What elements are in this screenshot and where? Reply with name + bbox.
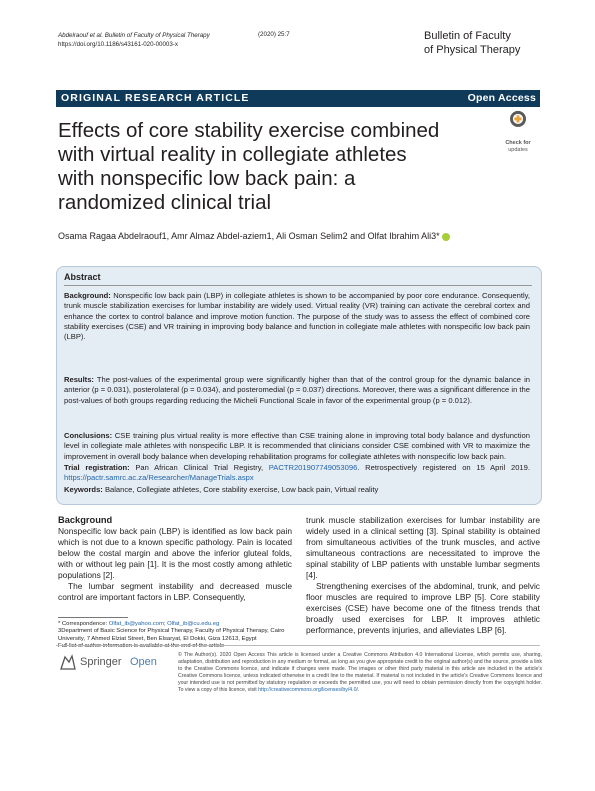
author-info-note: Full list of author information is avail… xyxy=(58,642,225,649)
abstract-results-label: Results: xyxy=(64,375,94,384)
author-list: Osama Ragaa Abdelraouf1, Amr Almaz Abdel… xyxy=(58,231,450,241)
article-title: Effects of core stability exercise combi… xyxy=(58,119,478,215)
correspondence-label: * Correspondence: xyxy=(58,621,108,627)
volume-text: (2020) 25:7 xyxy=(258,31,290,38)
body-paragraph: Nonspecific low back pain (LBP) is ident… xyxy=(58,526,292,580)
affiliation-text: 3Department of Basic Science for Physica… xyxy=(58,628,285,642)
abstract-background: Background: Nonspecific low back pain (L… xyxy=(64,291,530,342)
abstract-conclusions-label: Conclusions: xyxy=(64,431,113,440)
journal-name-line1: Bulletin of Faculty xyxy=(424,30,511,42)
check-for-updates-label[interactable]: Check for updates xyxy=(494,140,542,153)
crossmark-icon[interactable] xyxy=(496,108,540,140)
abstract-divider xyxy=(64,285,532,286)
authors-text: Osama Ragaa Abdelraouf1, Amr Almaz Abdel… xyxy=(58,231,440,241)
abstract-results-text: The post-values of the experimental grou… xyxy=(64,375,530,405)
keywords-label: Keywords: xyxy=(64,485,103,494)
journal-name-line2: of Physical Therapy xyxy=(424,44,521,56)
springer-horse-icon xyxy=(60,654,76,670)
check-updates-line2: updates xyxy=(508,146,528,153)
abstract-heading: Abstract xyxy=(64,272,101,282)
body-paragraph: trunk muscle stabilization exercises for… xyxy=(306,515,540,580)
doi-link[interactable]: https://doi.org/10.1186/s43161-020-00003… xyxy=(58,41,178,48)
article-type-banner: ORIGINAL RESEARCH ARTICLE Open Access xyxy=(56,90,540,107)
body-right-column: trunk muscle stabilization exercises for… xyxy=(306,515,540,636)
title-line: with nonspecific low back pain: a xyxy=(58,167,356,190)
keywords-text: Balance, Collegiate athletes, Core stabi… xyxy=(104,485,379,494)
license-text: © The Author(s). 2020 Open Access This a… xyxy=(178,652,542,693)
body-paragraph: Strengthening exercises of the abdominal… xyxy=(306,581,540,635)
abstract-conclusions: Conclusions: CSE training plus virtual r… xyxy=(64,431,530,462)
footnote-divider xyxy=(58,617,128,618)
background-heading: Background xyxy=(58,515,113,525)
trial-registration-label: Trial registration: xyxy=(64,463,130,472)
citation-text: Abdelraouf et al. Bulletin of Faculty of… xyxy=(58,32,210,39)
title-line: Effects of core stability exercise combi… xyxy=(58,119,440,142)
abstract-keywords: Keywords: Balance, Collegiate athletes, … xyxy=(64,485,530,495)
abstract-conclusions-text: CSE training plus virtual reality is mor… xyxy=(64,431,530,461)
springer-open-logo: Springer Open xyxy=(58,653,168,673)
trial-registration-text: Pan African Clinical Trial Registry, xyxy=(135,463,264,472)
bottom-divider xyxy=(56,645,540,646)
trial-registration-date: . Retrospectively registered on 15 April… xyxy=(357,463,530,472)
journal-name: Bulletin of Faculty of Physical Therapy xyxy=(424,29,520,57)
title-line: randomized clinical trial xyxy=(58,191,272,214)
trial-registry-link[interactable]: https://pactr.samrc.ac.za/Researcher/Man… xyxy=(64,473,254,483)
springer-wordmark: Springer xyxy=(80,656,122,668)
title-line: with virtual reality in collegiate athle… xyxy=(58,143,407,166)
license-link[interactable]: http://creativecommons.org/licenses/by/4… xyxy=(258,686,358,693)
abstract-box xyxy=(56,266,542,505)
abstract-background-label: Background: xyxy=(64,291,111,300)
abstract-results: Results: The post-values of the experime… xyxy=(64,375,530,406)
running-header: Abdelraouf et al. Bulletin of Faculty of… xyxy=(58,31,210,49)
article-type-label: ORIGINAL RESEARCH ARTICLE xyxy=(61,92,250,104)
abstract-background-text: Nonspecific low back pain (LBP) in colle… xyxy=(64,291,530,342)
license-end: . xyxy=(357,686,360,693)
license-statement: © The Author(s). 2020 Open Access This a… xyxy=(178,652,542,693)
body-left-column: Background Nonspecific low back pain (LB… xyxy=(58,515,292,603)
orcid-icon[interactable] xyxy=(441,232,450,241)
check-updates-line1: Check for xyxy=(505,140,531,146)
trial-id-link[interactable]: PACTR201907749053096 xyxy=(268,463,358,472)
body-paragraph: The lumbar segment instability and decre… xyxy=(58,581,292,602)
abstract-trial-registration: Trial registration: Pan African Clinical… xyxy=(64,463,530,484)
open-wordmark: Open xyxy=(130,656,157,668)
correspondence-email-link[interactable]: Olfat_ib@yahoo.com; Olfat_ib@cu.edu.eg xyxy=(108,621,220,627)
open-access-label: Open Access xyxy=(467,92,536,104)
